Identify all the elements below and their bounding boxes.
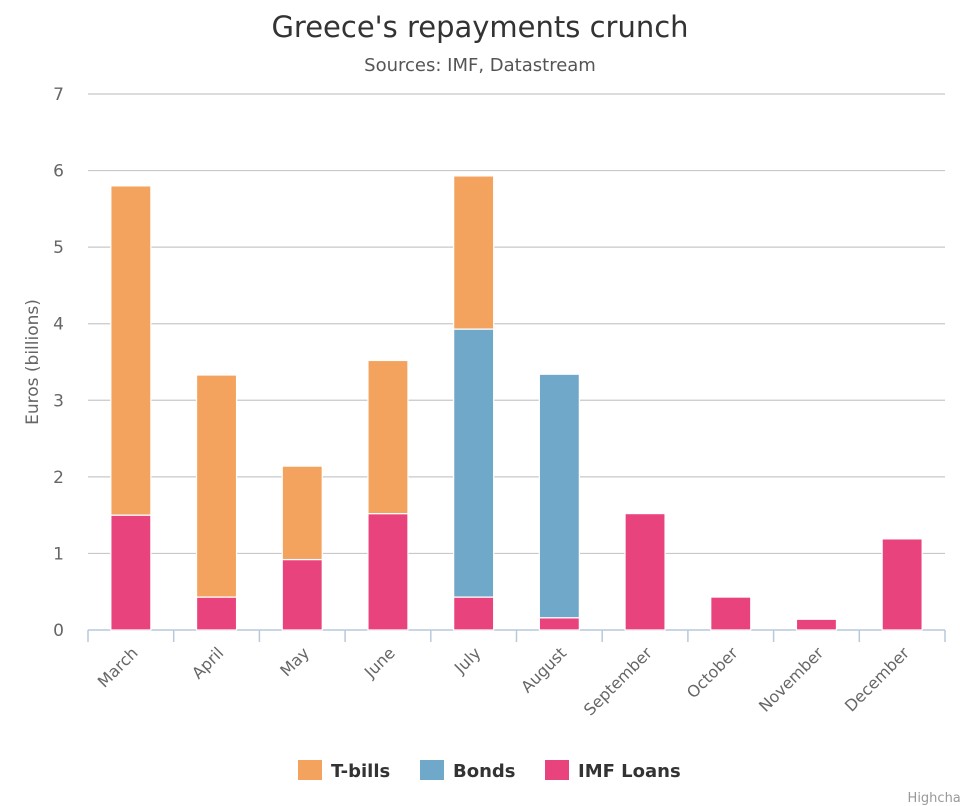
x-tick-label: October xyxy=(683,643,742,702)
bar-segment xyxy=(281,558,323,631)
legend-item: IMF Loans xyxy=(578,761,681,782)
bar-segment xyxy=(367,359,409,515)
legend-swatch xyxy=(420,760,444,780)
x-tick-label: August xyxy=(517,643,570,696)
bar-segment xyxy=(453,596,495,631)
bar-segment xyxy=(624,513,666,631)
y-axis-label: Euros (billions) xyxy=(23,299,43,425)
bar-segment xyxy=(195,374,238,598)
chart-credit[interactable]: Highcharts xyxy=(907,791,960,806)
legend-item: Bonds xyxy=(453,761,516,782)
bar-segment xyxy=(881,538,923,631)
legend-item: T-bills xyxy=(331,761,390,782)
y-tick-label: 7 xyxy=(53,85,64,105)
y-tick-label: 1 xyxy=(53,544,64,564)
bar-segment xyxy=(367,513,409,631)
bar-segment xyxy=(795,618,838,631)
bar-segment xyxy=(710,596,752,631)
y-tick-label: 3 xyxy=(53,391,64,411)
y-tick-label: 6 xyxy=(53,162,64,182)
y-tick-label: 2 xyxy=(53,468,64,488)
x-tick-label: May xyxy=(276,643,313,680)
chart-title: Greece's repayments crunch xyxy=(271,10,689,44)
bar-segment xyxy=(281,465,323,561)
y-tick-label: 0 xyxy=(53,621,64,641)
bar-segment xyxy=(453,328,495,598)
bar-segment xyxy=(110,185,152,516)
x-tick-label: July xyxy=(450,643,484,677)
bar-segment xyxy=(538,373,580,619)
x-tick-label: March xyxy=(94,643,142,691)
bar-segment xyxy=(453,175,495,330)
y-tick-label: 4 xyxy=(53,315,64,335)
bar-segment xyxy=(538,617,580,631)
legend-swatch xyxy=(298,760,322,780)
legend-swatch xyxy=(545,760,569,780)
y-tick-label: 5 xyxy=(53,238,64,258)
x-tick-label: November xyxy=(755,643,828,716)
chart-subtitle: Sources: IMF, Datastream xyxy=(364,55,596,76)
x-tick-label: September xyxy=(580,643,656,719)
x-tick-label: April xyxy=(188,643,227,682)
bar-segment xyxy=(110,514,152,631)
bar-segment xyxy=(195,596,238,631)
x-tick-label: June xyxy=(360,643,399,682)
x-tick-label: December xyxy=(841,643,913,715)
